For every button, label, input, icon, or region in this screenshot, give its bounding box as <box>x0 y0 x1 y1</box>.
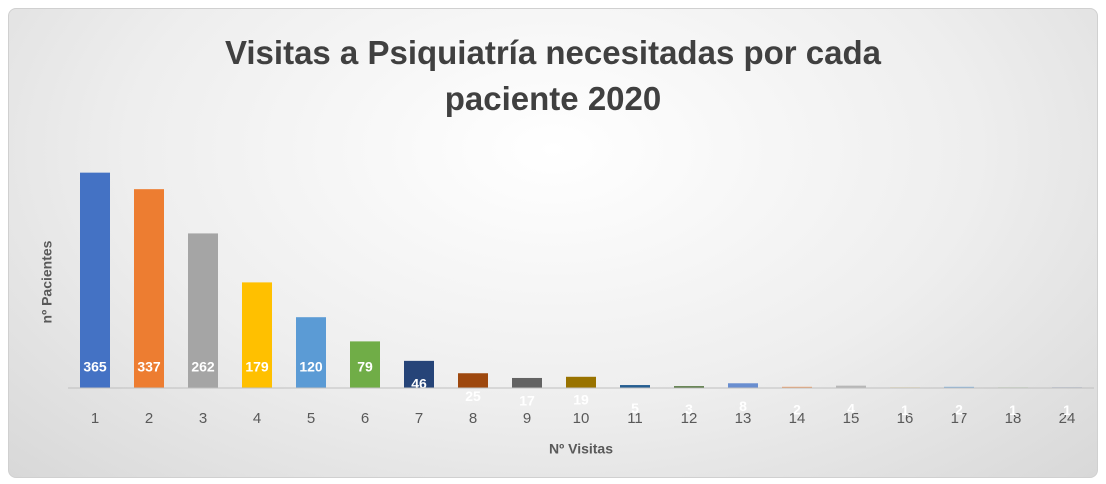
data-label: 8 <box>739 398 747 414</box>
bar <box>620 385 650 388</box>
x-tick-label: 5 <box>307 410 315 427</box>
data-label: 337 <box>137 359 161 375</box>
bar <box>566 376 596 388</box>
x-tick-label: 10 <box>573 410 590 427</box>
data-label: 5 <box>631 400 639 416</box>
bar <box>728 383 758 388</box>
x-tick-label: 9 <box>523 410 531 427</box>
bar <box>836 385 866 388</box>
x-tick-label: 8 <box>469 410 477 427</box>
x-tick-label: 3 <box>199 410 207 427</box>
x-tick-label: 18 <box>1005 410 1022 427</box>
x-axis-label: Nº Visitas <box>549 441 613 457</box>
x-tick-label: 4 <box>253 410 261 427</box>
bar <box>296 317 326 388</box>
data-label: 2 <box>793 402 801 418</box>
data-label: 262 <box>191 359 215 375</box>
x-tick-label: 7 <box>415 410 423 427</box>
data-label: 1 <box>1063 402 1071 418</box>
data-label: 79 <box>357 359 373 375</box>
y-axis-label: nº Pacientes <box>39 240 55 323</box>
data-label: 3 <box>685 401 693 417</box>
bar <box>404 360 434 388</box>
bar <box>782 386 812 388</box>
data-label: 19 <box>573 391 589 407</box>
x-tick-label: 13 <box>735 410 752 427</box>
x-tick-label: 17 <box>951 410 968 427</box>
bar <box>80 172 110 388</box>
x-tick-label: 16 <box>897 410 914 427</box>
x-tick-label: 1 <box>91 410 99 427</box>
data-label: 1 <box>901 402 909 418</box>
bar <box>188 233 218 388</box>
x-tick-label: 6 <box>361 410 369 427</box>
x-tick-label: 2 <box>145 410 153 427</box>
data-label: 46 <box>411 376 427 392</box>
data-label: 2 <box>955 402 963 418</box>
data-label: 17 <box>519 393 535 409</box>
chart-title: Visitas a Psiquiatría necesitadas por ca… <box>224 34 882 117</box>
bar <box>944 386 974 388</box>
x-tick-label: 15 <box>843 410 860 427</box>
bar <box>458 373 488 388</box>
data-label: 365 <box>83 359 107 375</box>
data-label: 25 <box>465 388 481 404</box>
bar <box>674 386 704 388</box>
x-tick-label: 11 <box>627 410 643 427</box>
bar <box>512 377 542 388</box>
x-tick-label: 12 <box>681 410 698 427</box>
data-label: 179 <box>245 359 269 375</box>
x-tick-label: 14 <box>789 410 806 427</box>
data-label: 4 <box>847 400 855 416</box>
bar <box>242 282 272 388</box>
bar <box>134 189 164 388</box>
data-label: 1 <box>1009 402 1017 418</box>
data-label: 120 <box>299 359 323 375</box>
x-tick-label: 24 <box>1059 410 1076 427</box>
bar <box>350 341 380 388</box>
